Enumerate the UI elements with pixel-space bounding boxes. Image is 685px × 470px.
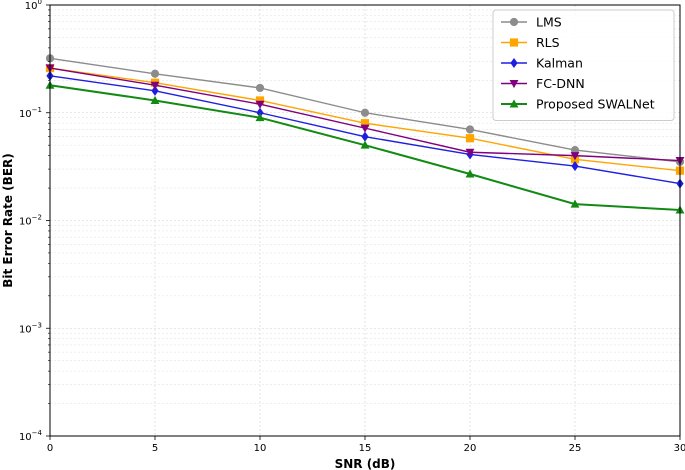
legend-marker bbox=[510, 57, 518, 69]
legend-marker bbox=[509, 38, 519, 47]
y-axis-title: Bit Error Rate (BER) bbox=[1, 153, 15, 288]
series-layer bbox=[45, 54, 685, 214]
legend-box bbox=[492, 9, 675, 121]
data-point bbox=[465, 169, 475, 178]
legend-label: Kalman bbox=[536, 56, 583, 71]
data-point bbox=[571, 161, 579, 172]
legend-label: RLS bbox=[536, 35, 560, 50]
data-point bbox=[255, 100, 265, 109]
y-tick-label: 10−4 bbox=[19, 429, 43, 443]
y-tick-label: 10−3 bbox=[19, 321, 42, 335]
x-tick-label: 30 bbox=[674, 443, 685, 454]
legend-entry: RLS bbox=[501, 35, 560, 50]
data-point bbox=[255, 113, 265, 122]
legend-marker bbox=[509, 99, 519, 108]
data-point bbox=[465, 148, 475, 157]
y-tick-label: 10−1 bbox=[19, 106, 42, 120]
data-point bbox=[465, 125, 475, 134]
x-tick-label: 10 bbox=[254, 443, 267, 454]
y-tick-label: 10−2 bbox=[19, 214, 42, 228]
legend: LMS RLS Kalman FC-DNN Proposed SWALNet bbox=[492, 9, 675, 121]
data-point bbox=[465, 134, 475, 143]
legend-entry: Kalman bbox=[501, 56, 583, 71]
axis-ticks: 0 5 10 15 20 25 30 100 10−1 10−2 10−3 10−4 bbox=[19, 0, 685, 454]
x-axis-title: SNR (dB) bbox=[335, 457, 396, 470]
legend-marker bbox=[509, 17, 519, 27]
data-point bbox=[150, 69, 160, 78]
series-lms bbox=[45, 54, 685, 166]
x-tick-label: 0 bbox=[47, 443, 53, 454]
y-tick-label: 100 bbox=[25, 0, 42, 12]
data-point bbox=[570, 152, 580, 161]
legend-label: LMS bbox=[536, 15, 562, 30]
data-point bbox=[150, 81, 160, 90]
x-tick-label: 15 bbox=[359, 443, 372, 454]
x-tick-label: 5 bbox=[152, 443, 158, 454]
legend-entry: LMS bbox=[501, 15, 562, 30]
legend-label: FC-DNN bbox=[536, 76, 585, 91]
x-tick-label: 20 bbox=[464, 443, 477, 454]
data-point bbox=[360, 108, 370, 117]
legend-entry: Proposed SWALNet bbox=[501, 97, 655, 112]
legend-entry: FC-DNN bbox=[501, 76, 585, 91]
data-point bbox=[360, 140, 370, 149]
data-point bbox=[570, 199, 580, 208]
legend-label: Proposed SWALNet bbox=[536, 97, 655, 112]
data-point bbox=[360, 124, 370, 133]
data-point bbox=[151, 85, 159, 96]
legend-marker bbox=[509, 80, 519, 89]
x-tick-label: 25 bbox=[569, 443, 582, 454]
data-point bbox=[361, 131, 369, 142]
data-point bbox=[255, 83, 265, 93]
data-point bbox=[150, 95, 160, 104]
